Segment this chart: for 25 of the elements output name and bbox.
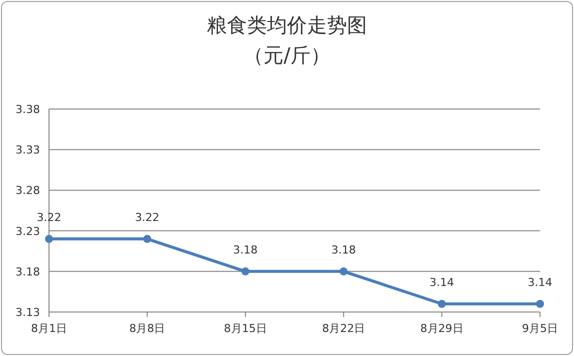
point (241, 267, 250, 276)
data-label: 3.18 (331, 243, 356, 256)
point (438, 300, 446, 308)
y-tick-label: 3.18 (16, 265, 40, 278)
title: 粮食类均价走势图 (207, 13, 367, 37)
x-tick-label: 8月29日 (420, 322, 464, 335)
point (340, 267, 348, 276)
data-label: 3.18 (233, 243, 258, 256)
subtitle: （元/斤） (244, 43, 330, 67)
x-tick-label: 9月5日 (522, 322, 558, 335)
data-label: 3.14 (430, 276, 454, 289)
x-tick-label: 8月1日 (31, 322, 67, 335)
data-label: 3.22 (134, 210, 160, 224)
y-tick-label: 3.38 (16, 103, 40, 116)
point (45, 234, 53, 243)
y-tick-label: 3.13 (16, 306, 40, 319)
y-tick-label: 3.33 (16, 144, 40, 157)
x-tick-label: 8月22日 (322, 322, 366, 335)
point (143, 234, 152, 243)
x-tick-label: 8月15日 (224, 322, 267, 335)
data-label: 3.14 (528, 276, 552, 289)
y-tick-label: 3.28 (16, 184, 40, 198)
x-tick-label: 8月8日 (129, 322, 166, 335)
point (536, 300, 544, 308)
y-tick-label: 3.23 (16, 224, 40, 238)
